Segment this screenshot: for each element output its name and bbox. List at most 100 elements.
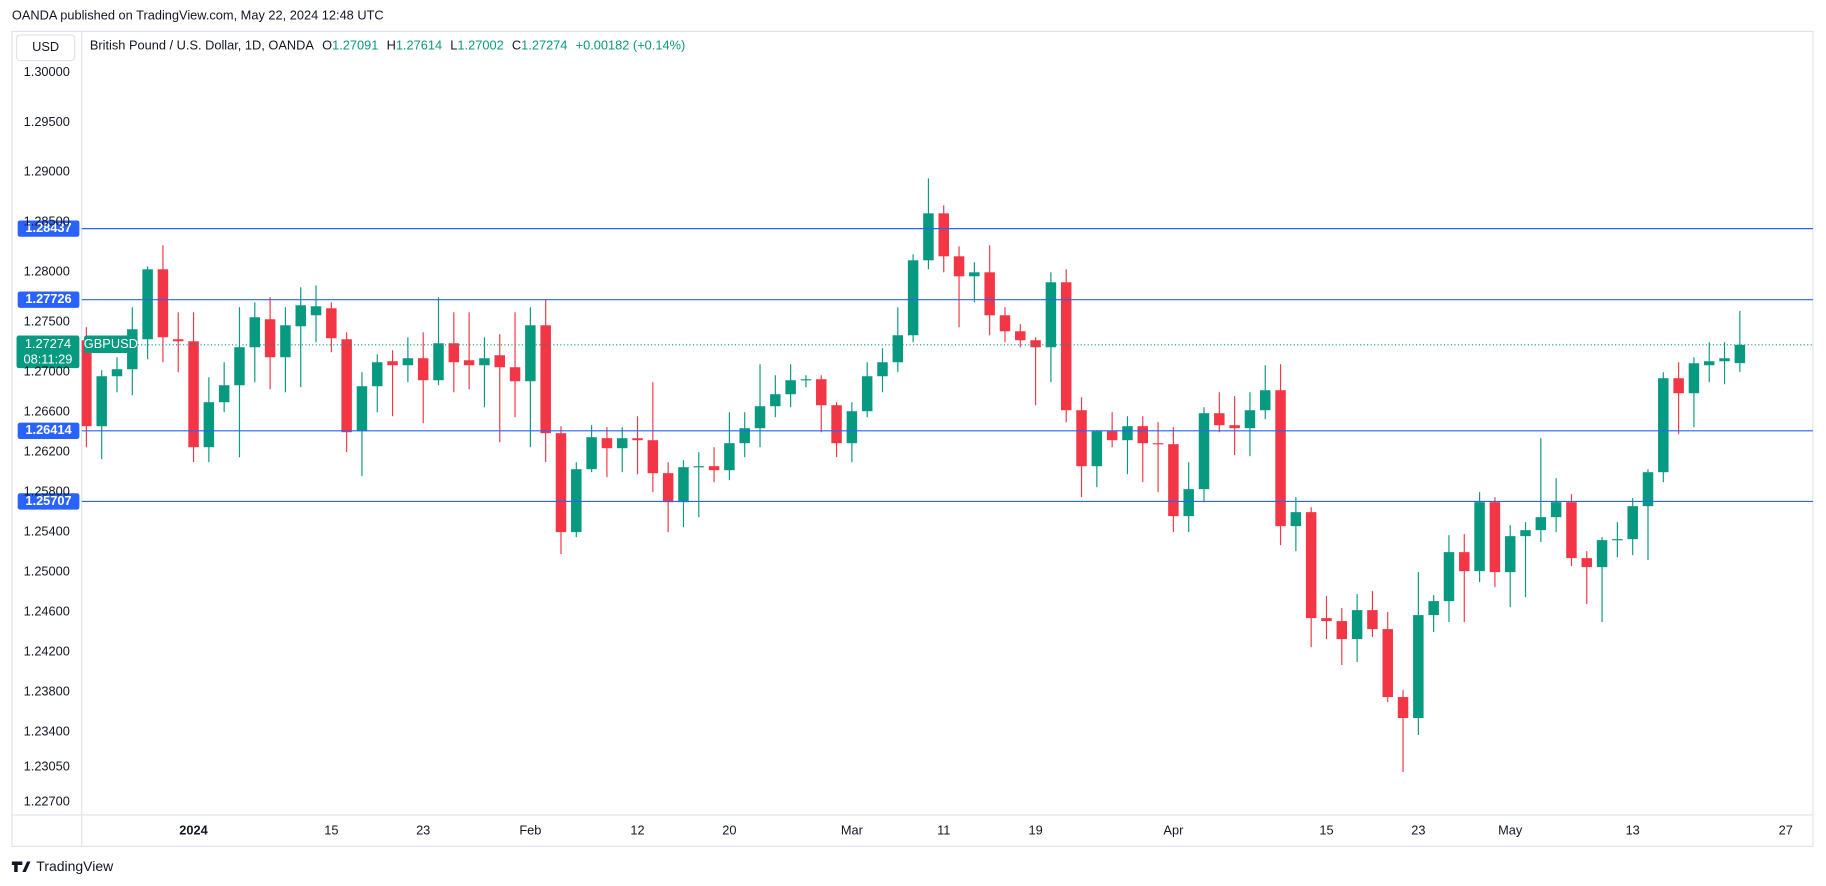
candle-body — [1596, 540, 1608, 568]
x-tick-label: Apr — [1163, 823, 1184, 838]
candle-body — [448, 343, 460, 363]
change: +0.00182 (+0.14%) — [576, 38, 686, 53]
currency-box[interactable] — [15, 34, 76, 62]
candle-body — [1305, 512, 1317, 619]
candle-body — [372, 362, 383, 387]
candle-body — [1106, 431, 1118, 441]
candle-body — [1474, 502, 1485, 572]
candle-body — [1244, 410, 1256, 429]
y-tick-label: 1.29500 — [24, 114, 70, 129]
candle-body — [402, 358, 414, 366]
x-tick-label: 13 — [1626, 823, 1640, 838]
y-tick-label: 1.25800 — [24, 484, 70, 499]
candle-body — [509, 367, 521, 382]
x-tick-label: 2024 — [179, 823, 208, 838]
candle-body — [1076, 410, 1087, 467]
candle-body — [877, 362, 888, 377]
candle-body — [846, 411, 858, 444]
level-label: 1.25707 — [25, 493, 71, 508]
brand: TradingView — [36, 858, 114, 874]
candle-body — [907, 260, 919, 336]
candle-body — [616, 438, 628, 449]
countdown: 08:11:29 — [24, 351, 73, 366]
candle-body — [1137, 426, 1149, 444]
candle-body — [1566, 502, 1577, 559]
ohlc-key: H — [387, 38, 396, 53]
candle-body — [1183, 489, 1194, 517]
x-tick-label: May — [1498, 823, 1523, 838]
ohlc-value: 1.27274 — [521, 38, 567, 53]
candle-body — [1091, 431, 1103, 467]
candle-body — [953, 256, 965, 277]
candle-body — [831, 405, 842, 444]
candle-body — [1520, 530, 1531, 537]
candle-body — [1030, 340, 1041, 348]
candle-body — [249, 317, 261, 348]
candle-body — [892, 335, 904, 363]
y-tick-label: 1.25400 — [24, 524, 70, 539]
candle-body — [1275, 390, 1286, 527]
candle-body — [96, 376, 107, 427]
y-tick-label: 1.22700 — [24, 793, 70, 808]
candle-body — [295, 305, 306, 327]
currency: USD — [32, 39, 59, 54]
candle-body — [1351, 610, 1363, 640]
y-tick-label: 1.23400 — [24, 723, 70, 738]
candle-body — [310, 306, 322, 316]
legend: British Pound / U.S. Dollar, 1D, OANDA O… — [90, 38, 685, 53]
candle-body — [1658, 378, 1669, 473]
level-label: 1.26414 — [25, 422, 72, 437]
candle-body — [708, 466, 720, 471]
candle-body — [356, 386, 368, 432]
candle-body — [1581, 558, 1592, 568]
y-tick-label: 1.23050 — [24, 758, 70, 773]
candle-body — [525, 325, 536, 382]
ohlc-value: 1.27002 — [457, 38, 503, 53]
candle-body — [1152, 443, 1164, 445]
candle-body — [203, 402, 215, 448]
ohlc-value: 1.27091 — [332, 38, 378, 53]
y-tick-label: 1.24200 — [24, 643, 70, 658]
candle-body — [739, 428, 750, 444]
candle-body — [463, 360, 475, 366]
plot-area — [81, 178, 1813, 773]
published-note: OANDA published on TradingView.com, May … — [12, 8, 384, 23]
candle-body — [1382, 629, 1393, 698]
last-price-box — [16, 335, 80, 369]
ohlc-value: 1.27614 — [396, 38, 442, 53]
candle-body — [969, 272, 980, 277]
candle-body — [1443, 552, 1455, 602]
x-tick-label: 23 — [416, 823, 430, 838]
candle-body — [1734, 344, 1746, 364]
candle-body — [1045, 282, 1057, 348]
ohlc-key: O — [322, 38, 332, 53]
candle-body — [1413, 615, 1424, 719]
candle-body — [785, 380, 796, 395]
candle-body — [326, 308, 337, 339]
candle-body — [188, 341, 199, 448]
x-tick-label: 15 — [1319, 823, 1333, 838]
last-price: 1.27274 — [25, 336, 71, 351]
candle-body — [861, 376, 873, 412]
candle-body — [647, 440, 659, 474]
candle-body — [1627, 506, 1638, 540]
candle-body — [157, 269, 169, 338]
symbol-label: GBPUSD — [84, 336, 138, 351]
overlay: 1.28437 1.27726 1.26414 1.25707 1.2727408:11… — [16, 220, 138, 510]
chart-frame — [11, 30, 1814, 847]
candle-body — [770, 394, 781, 407]
candle-body — [1688, 363, 1700, 394]
candle-body — [1198, 413, 1210, 490]
y-tick-label: 1.26600 — [24, 404, 70, 419]
candle-body — [1260, 390, 1271, 411]
candle-body — [662, 473, 674, 503]
candle-body — [601, 438, 613, 449]
candle-body — [1642, 472, 1654, 507]
candle-body — [1504, 536, 1516, 573]
brand-logo — [11, 861, 31, 873]
ohlc-key: L — [450, 38, 457, 53]
candle-body — [754, 406, 766, 429]
candle-body — [693, 466, 705, 468]
candle-body — [540, 325, 551, 434]
